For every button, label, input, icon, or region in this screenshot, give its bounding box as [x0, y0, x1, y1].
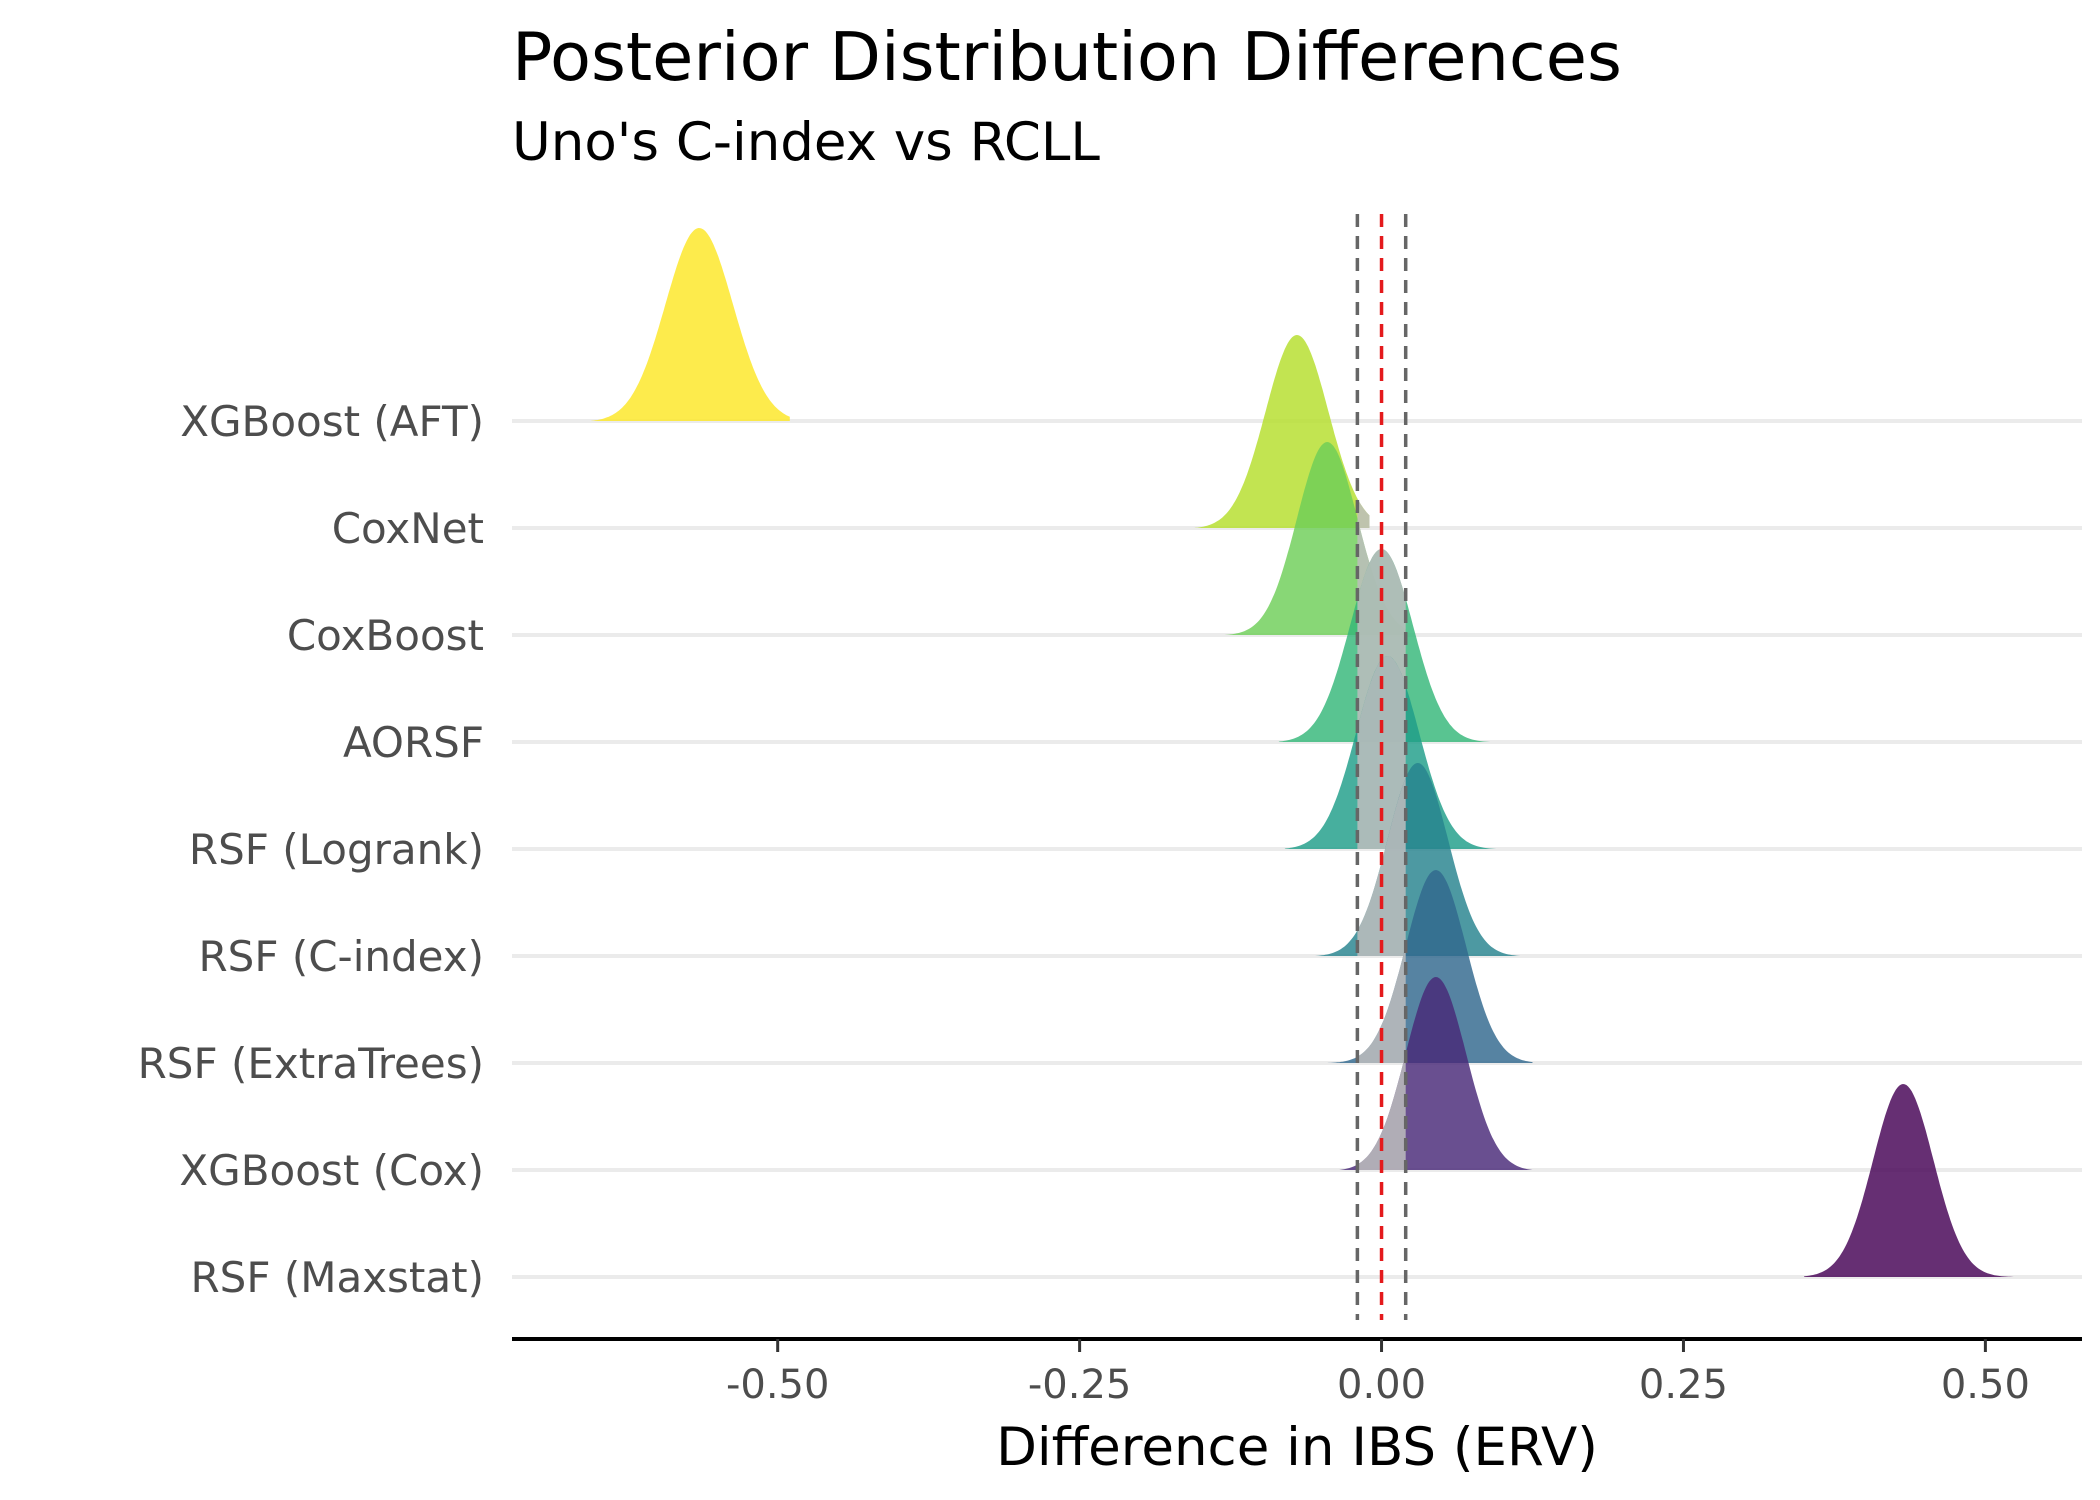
category-label: CoxBoost [287, 611, 484, 660]
category-label: XGBoost (Cox) [179, 1146, 484, 1195]
ridge-series [590, 228, 2016, 1277]
category-label: XGBoost (AFT) [180, 397, 484, 446]
ridge-rsf-maxstat [1804, 1084, 2016, 1277]
x-axis-title: Difference in IBS (ERV) [996, 1417, 1598, 1478]
chart-title: Posterior Distribution Differences [512, 18, 1622, 96]
x-tick-label: -0.25 [1028, 1362, 1132, 1408]
ridge-xgboost-cox [1339, 977, 1533, 1170]
x-axis-ticks: -0.50 -0.25 0.00 0.25 0.50 [726, 1339, 2030, 1408]
ridge-rsf-extratrees [1327, 870, 1533, 1063]
x-tick-label: 0.25 [1639, 1362, 1728, 1408]
ridge-xgboost-aft [590, 228, 790, 421]
category-label: RSF (ExtraTrees) [138, 1039, 484, 1088]
chart-subtitle: Uno's C-index vs RCLL [512, 112, 1100, 173]
category-label: RSF (Maxstat) [190, 1253, 484, 1302]
category-labels: XGBoost (AFT) CoxNet CoxBoost AORSF RSF (Log… [138, 397, 484, 1302]
x-tick-label: 0.50 [1941, 1362, 2030, 1408]
x-tick-label: -0.50 [726, 1362, 830, 1408]
ridge-rsf-c-index [1315, 763, 1521, 956]
category-label: AORSF [343, 718, 484, 767]
rope-region [1357, 498, 1370, 528]
x-tick-label: 0.00 [1337, 1362, 1426, 1408]
category-label: RSF (C-index) [198, 932, 484, 981]
category-label: CoxNet [332, 504, 484, 553]
rope-region [1357, 1053, 1406, 1170]
category-label: RSF (Logrank) [189, 825, 484, 874]
rope-region [1357, 777, 1406, 956]
rope-region [1357, 946, 1406, 1063]
reference-lines [1355, 214, 1408, 1320]
